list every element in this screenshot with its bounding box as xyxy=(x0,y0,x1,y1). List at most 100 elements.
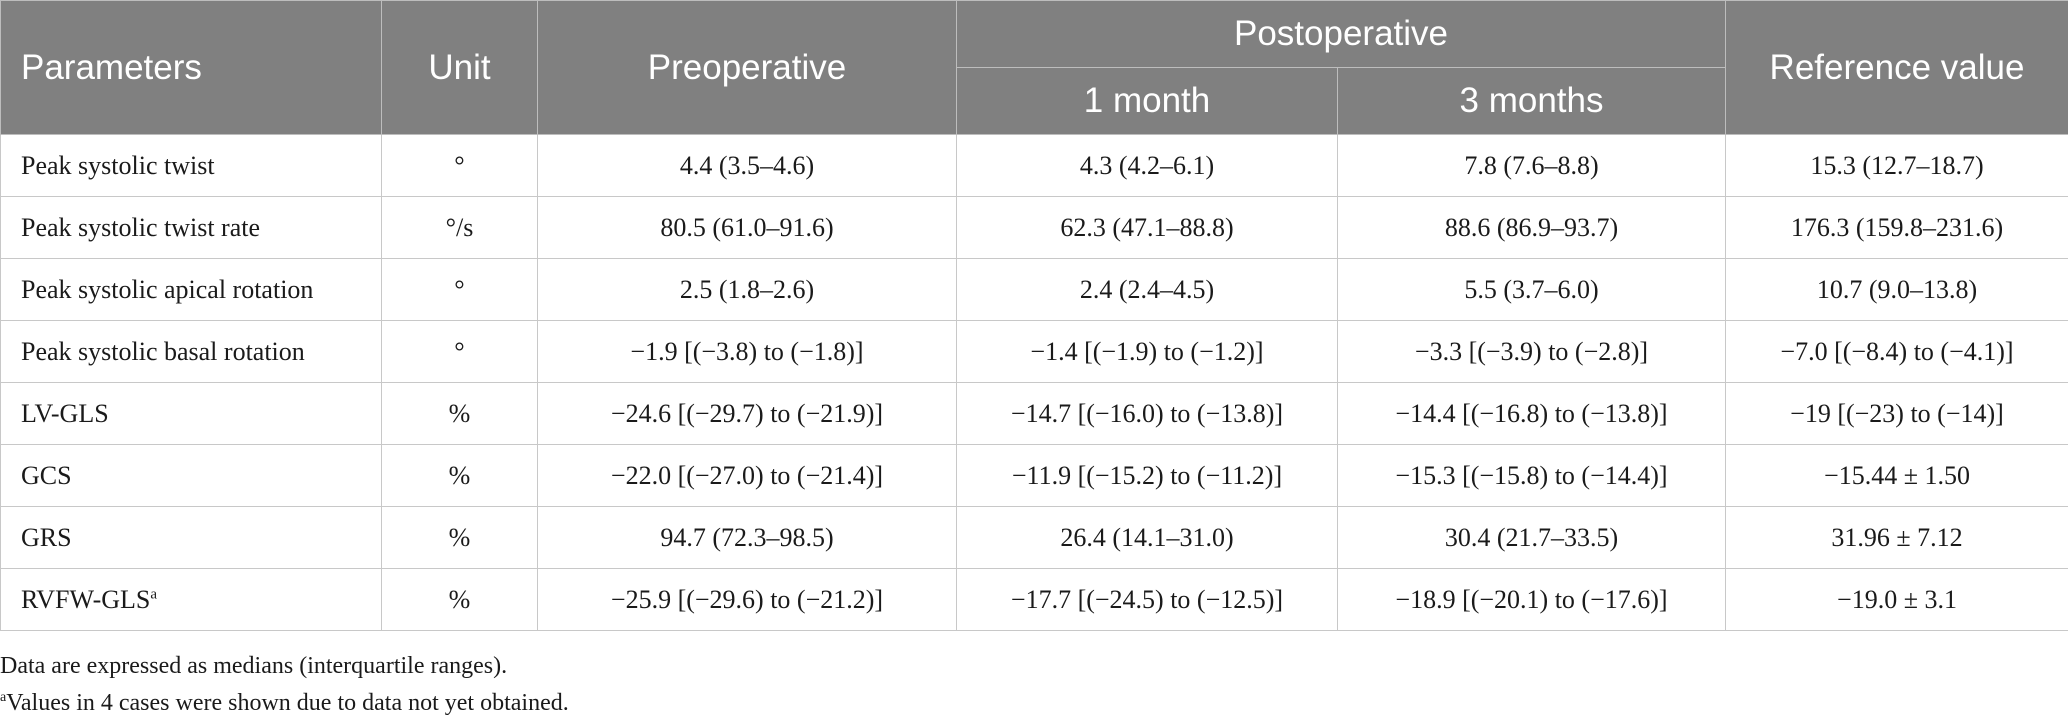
cell-preoperative: −1.9 [(−3.8) to (−1.8)] xyxy=(537,320,957,383)
cell-unit-text: % xyxy=(448,398,471,428)
cell-parameter: Peak systolic basal rotation xyxy=(0,320,382,383)
cell-1-month-text: 2.4 (2.4–4.5) xyxy=(1079,274,1215,304)
cell-parameter: Peak systolic twist rate xyxy=(0,196,382,259)
cell-1-month-text: −1.4 [(−1.9) to (−1.2)] xyxy=(1030,336,1264,366)
footnote-2: aValues in 4 cases were shown due to dat… xyxy=(0,685,569,722)
cell-reference-value: −19 [(−23) to (−14)] xyxy=(1725,382,2068,445)
cell-reference-value-text: 176.3 (159.8–231.6) xyxy=(1790,212,2004,242)
footnote-2-mark: a xyxy=(0,690,7,705)
cell-reference-value-text: −19.0 ± 3.1 xyxy=(1837,584,1957,614)
cell-preoperative: 4.4 (3.5–4.6) xyxy=(537,134,957,197)
cell-1-month: 26.4 (14.1–31.0) xyxy=(956,506,1338,569)
cell-3-months: −18.9 [(−20.1) to (−17.6)] xyxy=(1337,568,1726,631)
cell-parameter-text: Peak systolic apical rotation xyxy=(21,274,314,304)
cell-preoperative-text: −22.0 [(−27.0) to (−21.4)] xyxy=(610,460,884,490)
cell-3-months: 88.6 (86.9–93.7) xyxy=(1337,196,1726,259)
cell-parameter: Peak systolic apical rotation xyxy=(0,258,382,321)
cell-1-month: −1.4 [(−1.9) to (−1.2)] xyxy=(956,320,1338,383)
cell-preoperative: −22.0 [(−27.0) to (−21.4)] xyxy=(537,444,957,507)
cell-preoperative: 2.5 (1.8–2.6) xyxy=(537,258,957,321)
cell-reference-value-text: −7.0 [(−8.4) to (−4.1)] xyxy=(1780,336,2014,366)
cell-preoperative: 94.7 (72.3–98.5) xyxy=(537,506,957,569)
cell-reference-value: 10.7 (9.0–13.8) xyxy=(1725,258,2068,321)
cell-unit: % xyxy=(381,382,538,445)
cell-1-month-text: 62.3 (47.1–88.8) xyxy=(1060,212,1234,242)
cell-reference-value-text: 15.3 (12.7–18.7) xyxy=(1810,150,1984,180)
table-row: LV-GLS% −24.6 [(−29.7) to (−21.9)] −14.7 [… xyxy=(0,382,2068,445)
header-unit: Unit xyxy=(381,0,538,135)
cell-3-months: −15.3 [(−15.8) to (−14.4)] xyxy=(1337,444,1726,507)
cell-unit: % xyxy=(381,506,538,569)
cell-reference-value: 176.3 (159.8–231.6) xyxy=(1725,196,2068,259)
cell-preoperative-text: −25.9 [(−29.6) to (−21.2)] xyxy=(610,584,884,614)
header-preoperative: Preoperative xyxy=(537,0,957,135)
cell-reference-value: −15.44 ± 1.50 xyxy=(1725,444,2068,507)
cell-3-months-text: 5.5 (3.7–6.0) xyxy=(1464,274,1599,304)
cell-preoperative-text: 94.7 (72.3–98.5) xyxy=(660,522,834,552)
cell-1-month-text: 26.4 (14.1–31.0) xyxy=(1060,522,1234,552)
cell-parameter-text: Peak systolic twist xyxy=(21,150,215,180)
header-3-months: 3 months xyxy=(1337,67,1726,135)
cell-parameter-text: Peak systolic twist rate xyxy=(21,212,261,242)
cell-preoperative: −24.6 [(−29.7) to (−21.9)] xyxy=(537,382,957,445)
cell-parameter: LV-GLS xyxy=(0,382,382,445)
cell-parameter: GCS xyxy=(0,444,382,507)
cell-3-months-text: −15.3 [(−15.8) to (−14.4)] xyxy=(1395,460,1668,490)
footnote-1: Data are expressed as medians (interquar… xyxy=(0,653,508,679)
header-postoperative: Postoperative xyxy=(956,0,1726,68)
cell-parameter-text: LV-GLS xyxy=(21,398,109,428)
header-parameters: Parameters xyxy=(0,0,382,135)
cell-1-month-text: −17.7 [(−24.5) to (−12.5)] xyxy=(1010,584,1284,614)
data-table: Parameters Unit Preoperative Postoperati… xyxy=(0,0,2068,631)
cell-reference-value-text: −15.44 ± 1.50 xyxy=(1824,460,1970,490)
table-row: GRS% 94.7 (72.3–98.5) 26.4 (14.1–31.0) 30.4… xyxy=(0,506,2068,569)
cell-unit: % xyxy=(381,444,538,507)
cell-parameter: Peak systolic twist xyxy=(0,134,382,197)
cell-reference-value-text: 31.96 ± 7.12 xyxy=(1831,522,1963,552)
cell-unit-text: % xyxy=(448,522,471,552)
cell-preoperative-text: 2.5 (1.8–2.6) xyxy=(679,274,815,304)
table-header: Parameters Unit Preoperative Postoperati… xyxy=(0,0,2068,135)
cell-unit-text: ° xyxy=(454,150,465,180)
header-1-month: 1 month xyxy=(956,67,1338,135)
cell-preoperative: 80.5 (61.0–91.6) xyxy=(537,196,957,259)
cell-3-months: 30.4 (21.7–33.5) xyxy=(1337,506,1726,569)
cell-reference-value-text: −19 [(−23) to (−14)] xyxy=(1790,398,2004,428)
cell-reference-value: 15.3 (12.7–18.7) xyxy=(1725,134,2068,197)
table-container: Parameters Unit Preoperative Postoperati… xyxy=(0,0,2068,631)
cell-unit-text: % xyxy=(448,584,471,614)
header-reference-value: Reference value xyxy=(1725,0,2068,135)
cell-reference-value: −19.0 ± 3.1 xyxy=(1725,568,2068,631)
cell-1-month-text: −11.9 [(−15.2) to (−11.2)] xyxy=(1011,460,1283,490)
cell-3-months-text: 88.6 (86.9–93.7) xyxy=(1444,212,1619,242)
cell-reference-value: 31.96 ± 7.12 xyxy=(1725,506,2068,569)
footnote-marker: a xyxy=(150,585,158,602)
footnote-2-text: Values in 4 cases were shown due to data… xyxy=(6,690,569,716)
table-row: Peak systolic basal rotation ° −1.9 [(−3.8… xyxy=(0,320,2068,383)
cell-unit-text: ° xyxy=(454,274,465,304)
cell-3-months-text: −18.9 [(−20.1) to (−17.6)] xyxy=(1395,584,1668,614)
cell-3-months-text: −3.3 [(−3.9) to (−2.8)] xyxy=(1414,336,1649,366)
table-footnotes: Data are expressed as medians (interquar… xyxy=(0,648,569,722)
cell-3-months-text: 30.4 (21.7–33.5) xyxy=(1444,522,1619,552)
cell-unit: ° xyxy=(381,134,538,197)
cell-reference-value-text: 10.7 (9.0–13.8) xyxy=(1816,274,1978,304)
cell-unit-text: °/s xyxy=(445,212,474,242)
cell-1-month-text: −14.7 [(−16.0) to (−13.8)] xyxy=(1010,398,1284,428)
table-row: Peak systolic apical rotation ° 2.5 (1.8–2… xyxy=(0,258,2068,321)
cell-1-month: 2.4 (2.4–4.5) xyxy=(956,258,1338,321)
cell-3-months-text: 7.8 (7.6–8.8) xyxy=(1464,150,1599,180)
cell-unit-text: % xyxy=(448,460,471,490)
cell-3-months: −3.3 [(−3.9) to (−2.8)] xyxy=(1337,320,1726,383)
table-row: RVFW-GLSa% −25.9 [(−29.6) to (−21.2)] −17.… xyxy=(0,568,2068,631)
cell-parameter-text: GRS xyxy=(21,522,72,552)
cell-1-month: −17.7 [(−24.5) to (−12.5)] xyxy=(956,568,1338,631)
cell-3-months: 5.5 (3.7–6.0) xyxy=(1337,258,1726,321)
cell-unit: % xyxy=(381,568,538,631)
cell-preoperative-text: −24.6 [(−29.7) to (−21.9)] xyxy=(610,398,884,428)
cell-preoperative-text: −1.9 [(−3.8) to (−1.8)] xyxy=(630,336,864,366)
cell-1-month: 4.3 (4.2–6.1) xyxy=(956,134,1338,197)
cell-parameter: GRS xyxy=(0,506,382,569)
cell-preoperative: −25.9 [(−29.6) to (−21.2)] xyxy=(537,568,957,631)
cell-unit-text: ° xyxy=(454,336,465,366)
